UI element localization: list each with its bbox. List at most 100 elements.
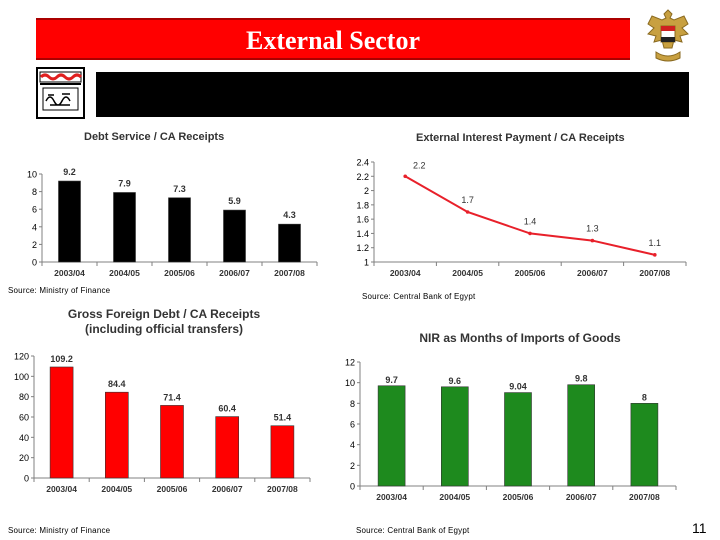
nir-chart: NIR as Months of Imports of Goods 0 2 4 6 8 10… [345, 331, 677, 502]
x-tick-label: 2004/05 [439, 492, 470, 502]
y-tick-label: 1.6 [356, 215, 369, 225]
y-tick-label: 120 [14, 352, 29, 362]
y-tick-label: 6 [350, 420, 355, 430]
data-label: 9.2 [63, 167, 76, 177]
plot-area [374, 162, 686, 262]
y-tick-label: 10 [345, 378, 355, 388]
x-tick-label: 2007/08 [639, 268, 670, 278]
x-tick-label: 2003/04 [54, 268, 85, 278]
y-tick-label: 2.4 [356, 158, 369, 168]
data-label: 7.9 [118, 178, 131, 188]
eagle-emblem-icon [644, 4, 692, 68]
y-tick-label: 40 [19, 433, 29, 443]
y-tick-label: 1.8 [356, 200, 369, 210]
bar [168, 197, 191, 263]
x-tick-label: 2005/06 [157, 484, 188, 494]
data-label: 2.2 [413, 160, 426, 170]
x-tick-label: 2006/07 [212, 484, 243, 494]
y-tick-label: 2 [364, 186, 369, 196]
data-label: 1.4 [524, 216, 537, 226]
chart-title: NIR as Months of Imports of Goods [419, 331, 621, 345]
bar [270, 425, 295, 479]
bar [223, 209, 246, 263]
data-label: 8 [642, 392, 647, 402]
data-label: 7.3 [173, 184, 186, 194]
data-label: 4.3 [283, 210, 296, 220]
chart-title: External Interest Payment / CA Receipts [416, 132, 625, 144]
chart-subtitle: (including official transfers) [85, 322, 243, 336]
y-tick-label: 8 [350, 399, 355, 409]
ministry-logo-icon [36, 67, 85, 119]
slide-number: 11 [692, 520, 707, 536]
data-label: 71.4 [163, 392, 181, 402]
y-tick-label: 12 [345, 358, 355, 368]
x-tick-label: 2004/05 [452, 268, 483, 278]
data-point [465, 210, 470, 214]
x-tick-label: 2004/05 [101, 484, 132, 494]
y-tick-label: 20 [19, 453, 29, 463]
x-tick-label: 2003/04 [376, 492, 407, 502]
data-label: 60.4 [218, 404, 236, 414]
bar [105, 391, 129, 479]
y-tick-label: 60 [19, 413, 29, 423]
data-point [653, 253, 657, 257]
y-tick-label: 80 [19, 392, 29, 402]
bar [278, 223, 301, 263]
bar [215, 416, 239, 479]
y-tick-label: 1 [364, 258, 369, 268]
x-tick-label: 2006/07 [577, 268, 608, 278]
source-gross-debt: Source: Ministry of Finance [8, 526, 111, 535]
data-point [528, 231, 532, 236]
y-tick-label: 2.2 [356, 172, 369, 182]
bar [160, 405, 184, 479]
slide-title: External Sector [245, 26, 420, 55]
data-label: 1.7 [461, 195, 474, 205]
bar [567, 384, 595, 487]
x-tick-label: 2005/06 [515, 268, 546, 278]
chart-title: Gross Foreign Debt / CA Receipts [68, 307, 261, 321]
interest-payment-chart: External Interest Payment / CA Receipts 1… [356, 132, 687, 278]
source-interest-payment: Source: Central Bank of Egypt [362, 292, 476, 301]
data-label: 84.4 [108, 379, 126, 389]
y-tick-label: 1.2 [356, 243, 369, 253]
data-label: 1.3 [586, 224, 599, 234]
x-tick-label: 2004/05 [109, 268, 140, 278]
title-bar: External Sector [36, 18, 630, 60]
source-debt-service: Source: Ministry of Finance [8, 286, 111, 295]
x-tick-label: 2006/07 [219, 268, 250, 278]
data-point [590, 238, 595, 243]
x-tick-label: 2003/04 [46, 484, 77, 494]
x-tick-label: 2007/08 [274, 268, 305, 278]
debt-service-chart: Debt Service / CA Receipts 0 2 4 6 8 10 2003/04… [27, 131, 318, 278]
data-label: 1.1 [649, 238, 662, 248]
x-tick-label: 2005/06 [164, 268, 195, 278]
y-tick-label: 4 [32, 222, 37, 232]
y-tick-label: 8 [32, 187, 37, 197]
bar [49, 366, 74, 479]
data-label: 9.8 [575, 374, 588, 384]
chart-title: Debt Service / CA Receipts [84, 131, 224, 143]
x-tick-label: 2007/08 [629, 492, 660, 502]
y-tick-label: 2 [350, 461, 355, 471]
y-tick-label: 4 [350, 440, 355, 450]
data-label: 9.7 [385, 375, 398, 385]
data-label: 109.2 [50, 354, 73, 364]
data-label: 9.04 [509, 382, 527, 392]
y-tick-label: 6 [32, 205, 37, 215]
gross-debt-chart: Gross Foreign Debt / CA Receipts(includi… [14, 307, 311, 494]
source-nir: Source: Central Bank of Egypt [356, 526, 470, 535]
bar [630, 403, 659, 487]
data-point [403, 174, 407, 179]
x-tick-label: 2007/08 [267, 484, 298, 494]
header-black-band [96, 72, 689, 117]
bar [504, 392, 532, 487]
y-tick-label: 10 [27, 170, 37, 180]
bar [58, 180, 81, 263]
y-tick-label: 0 [350, 482, 355, 492]
y-tick-label: 2 [32, 240, 37, 250]
y-tick-label: 0 [32, 258, 37, 268]
bar [377, 385, 406, 487]
y-tick-label: 100 [14, 372, 29, 382]
bar [113, 192, 136, 263]
x-tick-label: 2003/04 [390, 268, 421, 278]
